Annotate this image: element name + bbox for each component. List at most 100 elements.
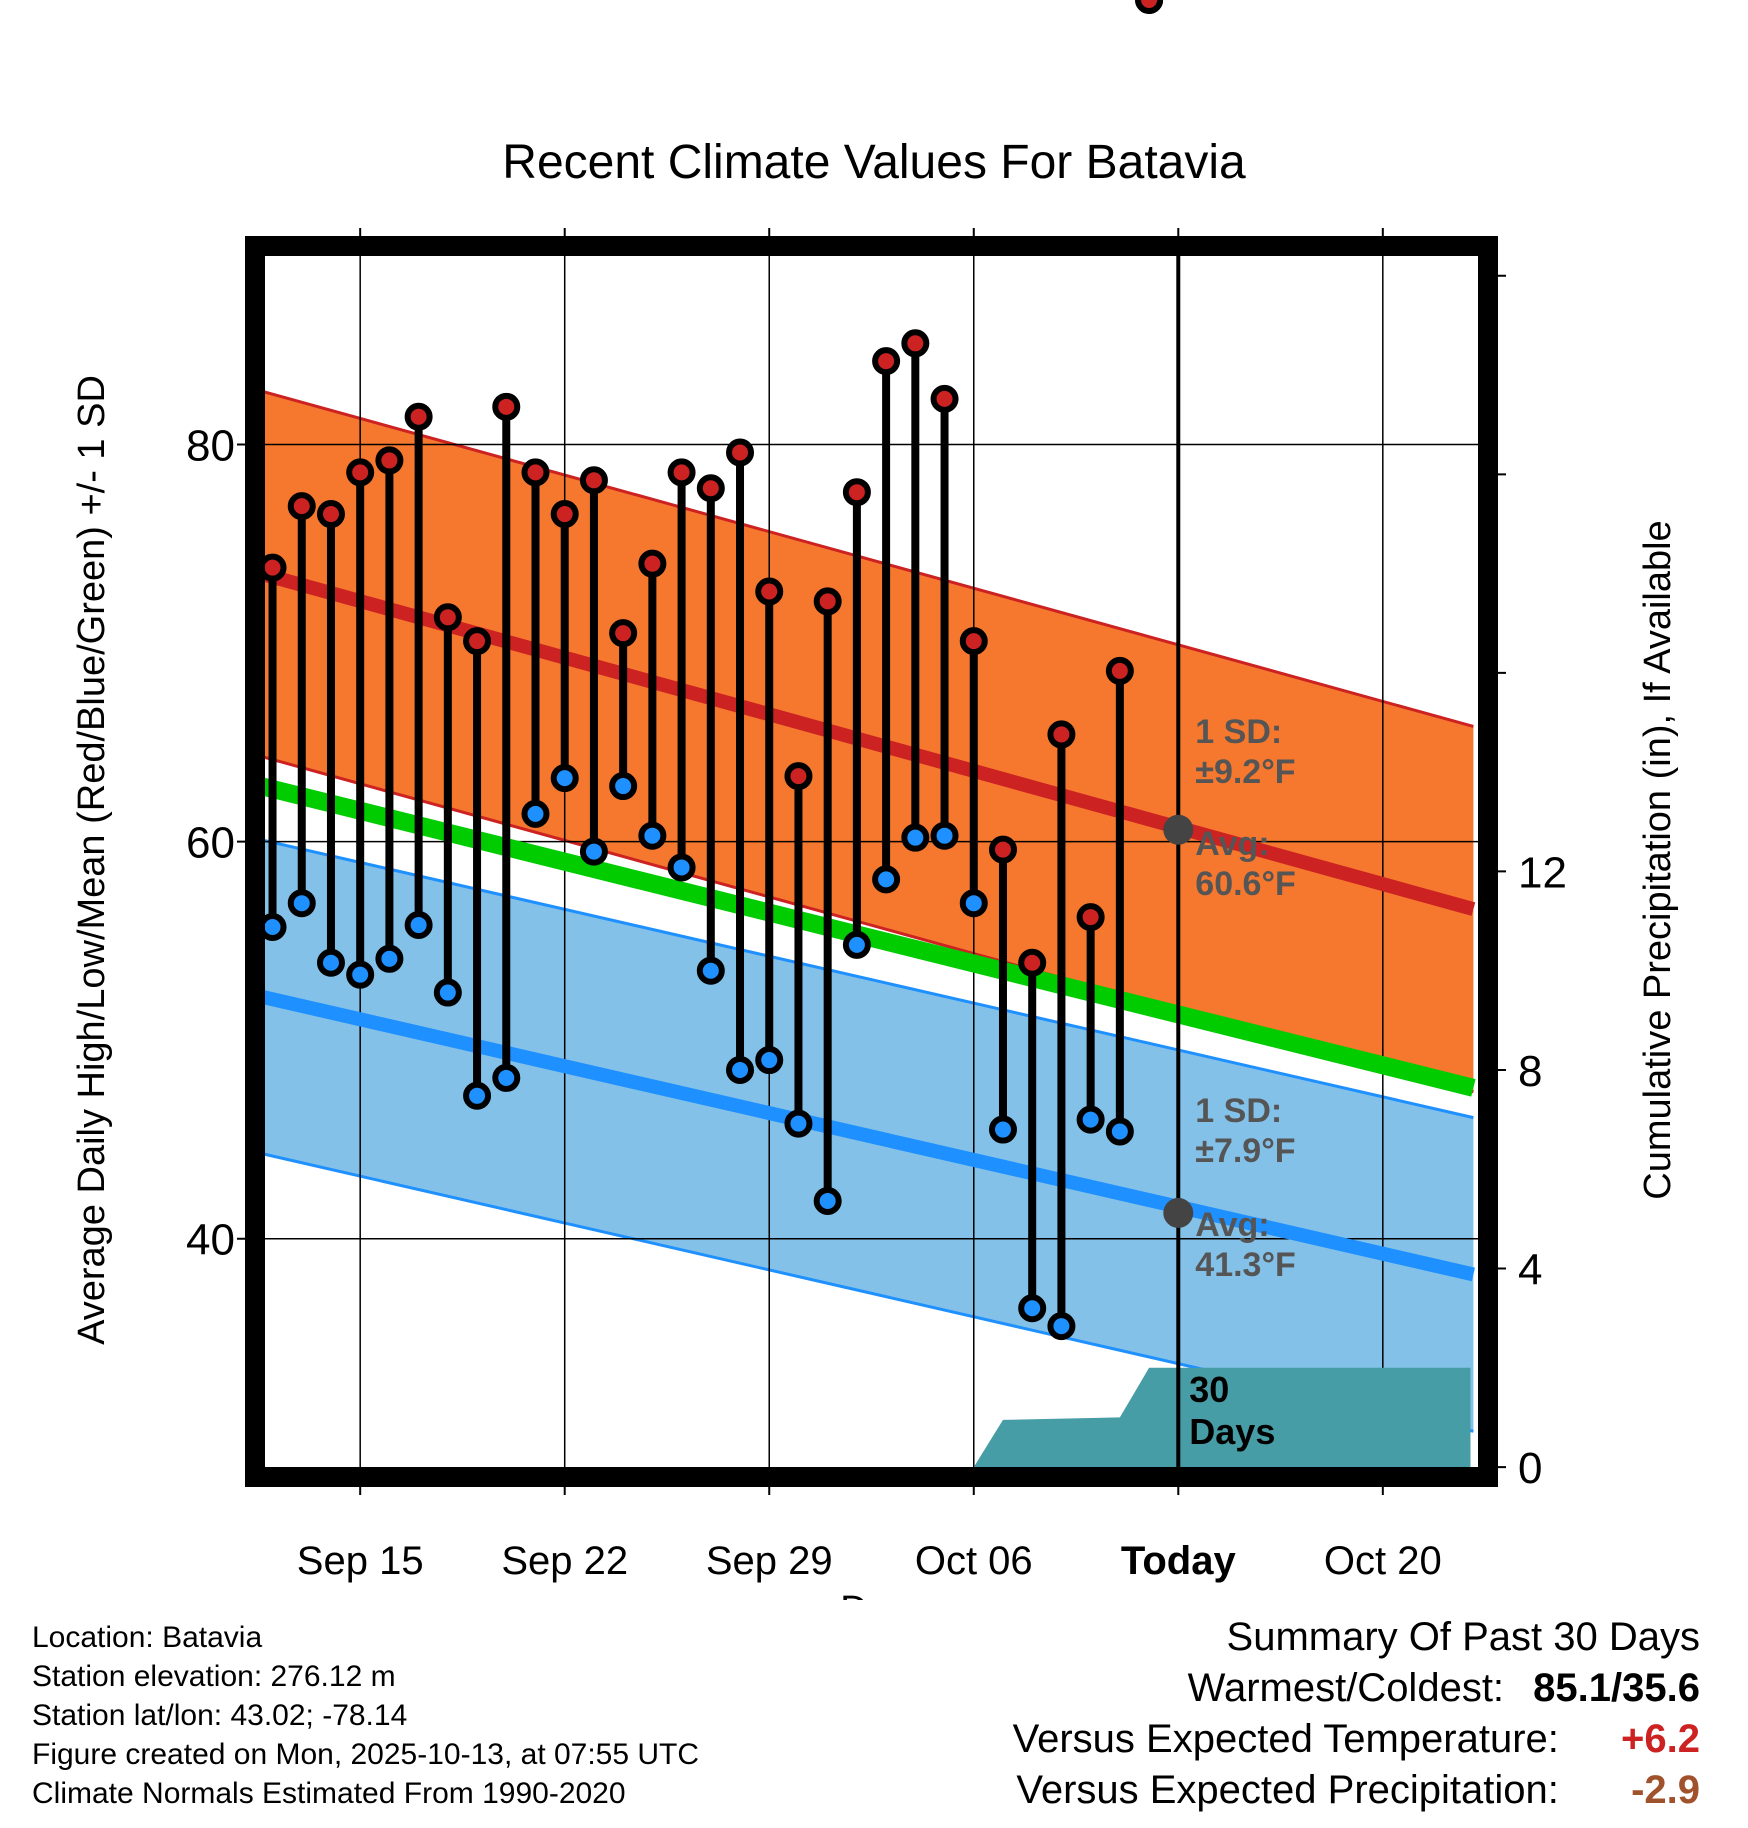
warmest-coldest-value: 85.1/35.6 xyxy=(1533,1666,1700,1710)
daily-low-point xyxy=(813,1187,842,1216)
daily-high-point xyxy=(638,549,667,578)
daily-high-point xyxy=(375,446,404,475)
daily-low-point xyxy=(667,853,696,882)
low-sd-band-upper-edge xyxy=(260,838,1474,1120)
daily-low-point xyxy=(726,1055,755,1084)
precip-departure-label: Versus Expected Precipitation: xyxy=(1016,1768,1559,1812)
daily-high-point xyxy=(842,478,871,507)
low-avg-label: Avg: xyxy=(1195,1206,1269,1244)
daily-low-point xyxy=(1018,1294,1047,1323)
daily-low-point xyxy=(930,821,959,850)
x-tick-label: Oct 06 xyxy=(915,1539,1033,1583)
daily-high-point xyxy=(463,627,492,656)
daily-high-point xyxy=(755,577,784,606)
created-text: Figure created on Mon, 2025-10-13, at 07… xyxy=(32,1738,700,1771)
daily-low-point xyxy=(316,948,345,977)
daily-high-point xyxy=(813,587,842,616)
daily-high-point xyxy=(346,458,375,487)
high-avg-label: Avg: xyxy=(1195,825,1269,863)
daily-high-point xyxy=(1135,0,1164,14)
temp-departure-label: Versus Expected Temperature: xyxy=(1012,1717,1559,1761)
daily-low-point xyxy=(638,821,667,850)
daily-low-point xyxy=(550,764,579,793)
y2-tick-label: 0 xyxy=(1518,1444,1542,1493)
daily-high-point xyxy=(1105,656,1134,685)
daily-high-point xyxy=(492,392,521,421)
temp-departure-row: Versus Expected Temperature: +6.2 xyxy=(1013,1714,1700,1765)
days-label-word: Days xyxy=(1189,1411,1275,1452)
y-tick-label: 80 xyxy=(186,422,235,471)
daily-low-point xyxy=(433,978,462,1007)
precip-departure-row: Versus Expected Precipitation: -2.9 xyxy=(1013,1765,1700,1816)
daily-high-point xyxy=(930,384,959,413)
high-avg-value: 60.6°F xyxy=(1195,865,1296,903)
high-sd-value: ±9.2°F xyxy=(1195,753,1295,791)
low-sd-value: ±7.9°F xyxy=(1195,1132,1295,1170)
warmest-coldest-label: Warmest/Coldest: xyxy=(1187,1666,1505,1710)
daily-high-point xyxy=(1018,948,1047,977)
daily-high-point xyxy=(872,347,901,376)
daily-high-point xyxy=(667,458,696,487)
precip-departure-value: -2.9 xyxy=(1631,1768,1700,1812)
daily-high-point xyxy=(521,458,550,487)
daily-low-point xyxy=(521,799,550,828)
normals-text: Climate Normals Estimated From 1990-2020 xyxy=(32,1777,626,1810)
x-tick-label: Sep 22 xyxy=(501,1539,628,1583)
daily-low-point xyxy=(696,956,725,985)
daily-high-point xyxy=(696,474,725,503)
station-info: Location: Batavia Station elevation: 276… xyxy=(32,1618,699,1813)
daily-high-point xyxy=(959,627,988,656)
daily-low-point xyxy=(463,1081,492,1110)
daily-low-point xyxy=(1047,1312,1076,1341)
daily-low-point xyxy=(988,1115,1017,1144)
daily-low-point xyxy=(492,1063,521,1092)
x-tick-label: Sep 15 xyxy=(297,1539,424,1583)
y-tick-label: 60 xyxy=(186,819,235,868)
summary-title: Summary Of Past 30 Days xyxy=(1226,1615,1700,1659)
daily-low-point xyxy=(1076,1105,1105,1134)
daily-low-point xyxy=(872,865,901,894)
y2-tick-label: 4 xyxy=(1518,1246,1542,1295)
climate-chart: Recent Climate Values For Batavia 1 SD:±… xyxy=(71,0,1679,1600)
daily-high-point xyxy=(404,402,433,431)
daily-high-point xyxy=(901,329,930,358)
daily-high-point xyxy=(988,835,1017,864)
y2-tick-label: 8 xyxy=(1518,1047,1542,1096)
days-label-number: 30 xyxy=(1189,1369,1229,1410)
high-sd-label: 1 SD: xyxy=(1195,713,1282,751)
daily-low-point xyxy=(1105,1117,1134,1146)
precip-area xyxy=(973,1367,1471,1468)
y2-tick-label: 12 xyxy=(1518,848,1567,897)
daily-low-point xyxy=(404,911,433,940)
daily-low-point xyxy=(755,1046,784,1075)
plot-frame xyxy=(245,236,1498,1487)
x-tick-label: Oct 20 xyxy=(1324,1539,1442,1583)
daily-low-point xyxy=(346,960,375,989)
daily-high-point xyxy=(287,492,316,521)
normal-high-line xyxy=(258,566,1476,916)
daily-low-point xyxy=(609,772,638,801)
daily-high-point xyxy=(726,438,755,467)
daily-low-point xyxy=(901,823,930,852)
low-avg-marker xyxy=(1163,1197,1194,1228)
high-avg-marker xyxy=(1163,814,1194,845)
y2-axis-label: Cumulative Precipitation (in), If Availa… xyxy=(1637,520,1679,1199)
daily-low-point xyxy=(375,944,404,973)
summary-panel: Summary Of Past 30 Days Warmest/Coldest:… xyxy=(1013,1612,1700,1816)
warmest-coldest-row: Warmest/Coldest: 85.1/35.6 xyxy=(1013,1663,1700,1714)
daily-high-point xyxy=(784,762,813,791)
y-axis-label: Average Daily High/Low/Mean (Red/Blue/Gr… xyxy=(71,375,113,1345)
low-avg-value: 41.3°F xyxy=(1195,1246,1296,1284)
daily-low-point xyxy=(842,930,871,959)
daily-high-point xyxy=(433,603,462,632)
daily-low-point xyxy=(287,889,316,918)
daily-high-point xyxy=(609,619,638,648)
x-tick-label: Sep 29 xyxy=(706,1539,833,1583)
temp-departure-value: +6.2 xyxy=(1621,1717,1700,1761)
chart-title: Recent Climate Values For Batavia xyxy=(502,136,1246,189)
daily-high-point xyxy=(1076,903,1105,932)
normal-low-line xyxy=(259,989,1475,1282)
daily-low-point xyxy=(579,837,608,866)
daily-low-point xyxy=(959,889,988,918)
